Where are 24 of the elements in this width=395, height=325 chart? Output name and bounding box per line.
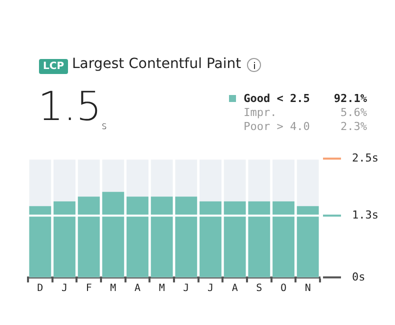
y-tick-label: 0s (352, 270, 366, 284)
text: LCP (39, 59, 68, 74)
text: 1.5$_{s}$ (38, 84, 107, 132)
x-tick-label: J (61, 282, 68, 294)
legend-label: Good < 2.5 (244, 92, 311, 106)
x-tick-label: J (207, 282, 214, 294)
x-tick-label: A (134, 282, 141, 294)
y-tick-label: 2.5s (352, 151, 378, 164)
text: 5.6% (340, 106, 367, 120)
x-tick-label: J (183, 282, 190, 294)
x-tick-label: D (37, 282, 44, 294)
chart-title: Largest Contentful Paint (72, 56, 242, 72)
x-tick-label: S (256, 282, 262, 294)
x-tick-label: M (110, 282, 116, 294)
text: 2.3% (340, 120, 367, 134)
x-tick-label: O (280, 282, 287, 294)
text: Impr. (244, 106, 278, 120)
text: Poor > 4.0 (244, 120, 311, 134)
y-tick-label: 1.3s (352, 208, 378, 222)
x-tick-label: N (304, 282, 311, 294)
text: 92.1% (334, 92, 367, 106)
x-tick-label: F (86, 282, 92, 294)
x-tick-label: M (158, 282, 165, 294)
x-tick-label: A (232, 282, 238, 294)
